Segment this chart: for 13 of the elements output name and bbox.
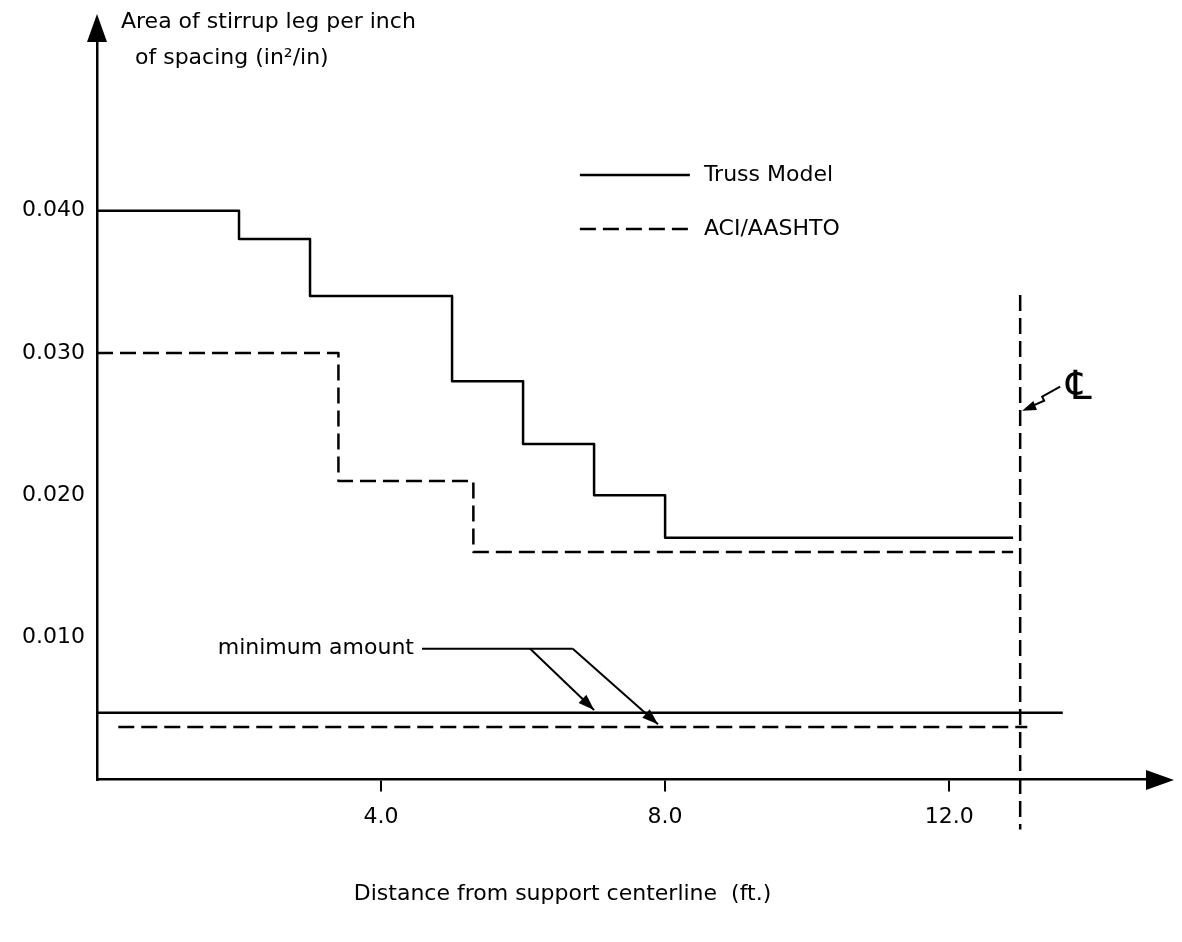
y-tick-label: 0.030 [22,338,85,364]
y-tick-label: 0.040 [22,196,85,222]
x-tick-label: 4.0 [363,802,399,828]
x-tick-label: 12.0 [924,802,974,828]
x-tick-label: 8.0 [647,802,683,828]
legend-label: ACI/AASHTO [703,214,840,240]
legend-label: Truss Model [702,160,834,186]
y-tick-label: 0.010 [22,623,85,649]
x-axis-title: Distance from support centerline (ft.) [353,880,772,905]
y-axis-title: Area of stirrup leg per inch of spacing (in²/in) [120,8,416,69]
ref-line-label: ℄ [1065,362,1093,409]
y-tick-label: 0.020 [22,480,85,506]
annotation: minimum amount [217,634,415,660]
